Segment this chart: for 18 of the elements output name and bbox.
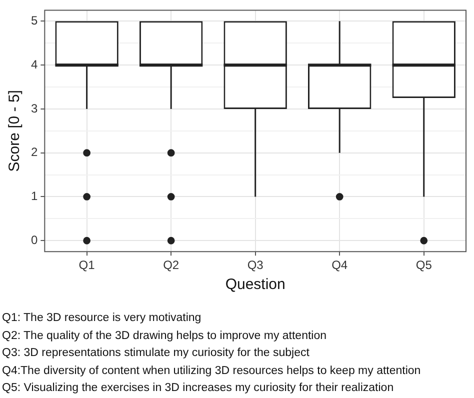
- x-tick-label: Q2: [163, 258, 180, 272]
- text: Q3: 3D representations stimulate my curiosity for the subject: [2, 346, 310, 361]
- y-tick-label: 5: [30, 13, 38, 28]
- x-tick-label: Q1: [78, 258, 96, 272]
- y-axis-title: Score [0 - 5]: [6, 90, 24, 172]
- text: Q2: The quality of the 3D drawing helps to improve my attention: [2, 328, 328, 344]
- y-tick-label: 1: [30, 189, 38, 204]
- x-tick-label: Q4: [332, 258, 348, 272]
- text: Q5: Visualizing the exercises in 3D increases my curiosity for their realization: [2, 381, 395, 396]
- y-tick-label: 3: [30, 101, 38, 116]
- x-axis-title: Question: [225, 276, 286, 294]
- y-tick-label: 4: [30, 57, 38, 72]
- x-tick-label: Q3: [247, 258, 264, 272]
- y-tick-label: 0: [30, 232, 38, 247]
- text: Q4:The diversity of content when utilizing 3D resources helps to keep my attention: [2, 364, 422, 378]
- text: Q1: The 3D resource is very motivating: [2, 311, 202, 326]
- x-tick-label: Q5: [416, 258, 432, 272]
- y-tick-label: 2: [30, 145, 38, 160]
